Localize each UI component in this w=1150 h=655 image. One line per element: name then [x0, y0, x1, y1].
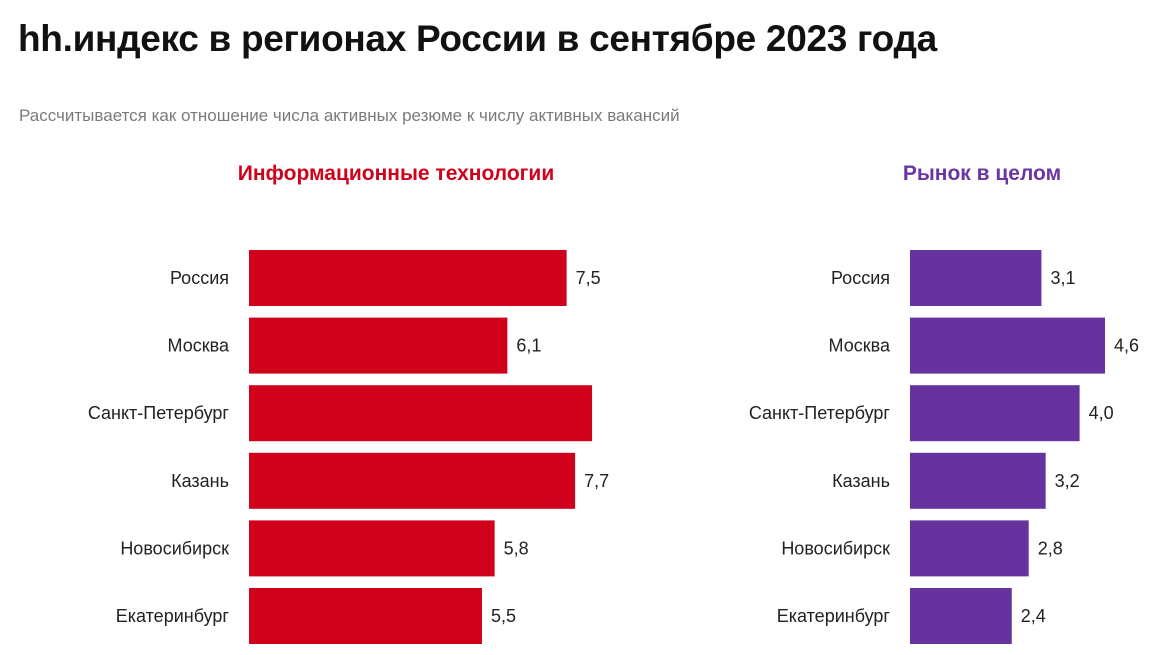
value-label: 6,1 — [516, 336, 541, 356]
bar — [249, 250, 567, 306]
bar — [249, 588, 482, 644]
category-label: Москва — [829, 336, 891, 356]
value-label: 3,1 — [1050, 268, 1075, 288]
bar — [910, 385, 1080, 442]
bar — [910, 520, 1029, 577]
chart-it-plot: Россия 7,5 Москва 6,1 Санкт-Петербург Казань 7… — [88, 250, 609, 644]
value-label: 5,8 — [504, 538, 529, 558]
category-label: Россия — [170, 268, 229, 288]
bar — [910, 317, 1106, 374]
bar — [910, 250, 1042, 306]
page-title: hh.индекс в регионах России в сентябре 2… — [18, 18, 937, 59]
value-label: 5,5 — [491, 606, 516, 626]
category-label: Москва — [168, 336, 230, 356]
value-label: 3,2 — [1055, 471, 1080, 491]
category-label: Екатеринбург — [777, 606, 891, 626]
category-label: Новосибирск — [781, 538, 890, 558]
category-label: Казань — [171, 471, 229, 491]
chart-title-market: Рынок в целом — [902, 162, 1062, 185]
value-label: 7,7 — [584, 471, 609, 491]
chart-market: Рынок в целом Россия 3,1 Москва 4,6 Санкт-Пе… — [640, 150, 1150, 655]
chart-it: Информационные технологии Россия 7,5 Москв… — [0, 150, 640, 655]
chart-market-plot: Россия 3,1 Москва 4,6 Санкт-Петербург 4,0 Каза… — [749, 250, 1139, 644]
bar — [249, 317, 508, 374]
bar — [910, 588, 1012, 644]
category-label: Санкт-Петербург — [88, 403, 230, 423]
value-label: 2,8 — [1038, 538, 1063, 558]
bar — [249, 520, 495, 577]
value-label: 4,6 — [1114, 336, 1139, 356]
value-label: 2,4 — [1021, 606, 1046, 626]
value-label: 4,0 — [1089, 403, 1114, 423]
category-label: Россия — [831, 268, 890, 288]
category-label: Казань — [832, 471, 890, 491]
category-label: Санкт-Петербург — [749, 403, 891, 423]
chart-title-it: Информационные технологии — [237, 162, 555, 185]
category-label: Екатеринбург — [116, 606, 230, 626]
page-subtitle: Рассчитывается как отношение числа актив… — [19, 106, 680, 125]
bar — [249, 452, 576, 509]
bar — [249, 385, 593, 442]
bar — [910, 452, 1046, 509]
value-label: 7,5 — [576, 268, 601, 288]
category-label: Новосибирск — [120, 538, 229, 558]
